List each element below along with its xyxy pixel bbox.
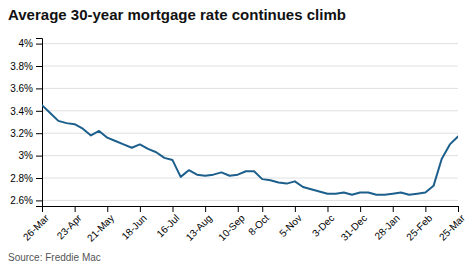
grid-line <box>42 88 458 89</box>
plot: 2.6% 2.8% 3% 3.2% 3.4% 3.6% 3.8% 4% 26-Mar23-Apr… <box>10 38 467 243</box>
grid-line <box>42 133 458 134</box>
x-tick-mark <box>295 206 296 212</box>
y-tick: 3.2% <box>10 128 42 139</box>
y-tick-mark <box>36 133 42 134</box>
x-tick-label: 3-Dec <box>310 212 337 239</box>
y-tick-label: 3.4% <box>10 106 33 117</box>
x-tick: 13-Aug <box>184 206 215 243</box>
y-tick-label: 3% <box>19 150 34 161</box>
y-axis: 2.6% 2.8% 3% 3.2% 3.4% 3.6% 3.8% 4% <box>10 38 42 206</box>
y-tick: 2.8% <box>10 173 42 184</box>
y-tick-mark <box>36 178 42 179</box>
grid <box>42 44 458 201</box>
x-tick-label: 26-Mar <box>21 212 52 243</box>
x-axis-line <box>43 207 459 213</box>
x-tick-label: 21-May <box>85 212 116 243</box>
grid-line <box>42 66 458 67</box>
x-tick-label: 31-Dec <box>339 212 370 243</box>
x-tick-label: 8-Oct <box>246 212 271 237</box>
x-tick-mark <box>173 206 174 212</box>
x-tick: 31-Dec <box>339 206 370 243</box>
y-tick-mark <box>36 66 42 67</box>
x-tick: 5-Nov <box>277 206 304 239</box>
y-tick-label: 3.6% <box>10 83 33 94</box>
x-tick-mark <box>327 206 328 212</box>
y-tick-label: 4% <box>19 38 34 49</box>
x-tick: 8-Oct <box>246 206 271 237</box>
x-tick-label: 28-Jan <box>372 212 401 241</box>
y-tick: 3.8% <box>10 61 42 72</box>
grid-line <box>42 178 458 179</box>
x-tick-mark <box>425 206 426 212</box>
x-tick: 10-Sep <box>216 206 247 243</box>
x-tick-label: 10-Sep <box>216 212 247 243</box>
x-tick-label: 13-Aug <box>184 212 215 243</box>
x-axis: 26-Mar23-Apr21-May18-Jun16-Jul13-Aug10-S… <box>21 206 468 244</box>
y-tick-mark <box>36 111 42 112</box>
x-tick-label: 25-Feb <box>404 212 434 242</box>
x-tick: 23-Apr <box>55 206 84 241</box>
grid-line <box>42 155 458 156</box>
x-tick: 16-Jul <box>154 206 181 239</box>
x-tick-mark <box>393 206 394 212</box>
y-tick-mark <box>36 88 42 89</box>
x-tick: 28-Jan <box>372 206 401 242</box>
x-tick-label: 23-Apr <box>55 212 84 241</box>
x-tick: 21-May <box>85 206 116 244</box>
y-tick-label: 2.6% <box>10 195 33 206</box>
y-tick: 4% <box>19 38 42 49</box>
y-tick: 3% <box>19 150 42 161</box>
x-tick: 26-Mar <box>21 206 52 243</box>
x-tick-mark <box>262 206 263 212</box>
x-tick-label: 16-Jul <box>154 212 181 239</box>
y-tick: 3.6% <box>10 83 42 94</box>
y-tick: 3.4% <box>10 106 42 117</box>
x-tick-mark <box>360 206 361 212</box>
title: Average 30-year mortgage rate continues … <box>8 6 346 23</box>
grid-line <box>42 110 458 111</box>
y-tick-mark <box>36 44 42 45</box>
y-tick-mark <box>36 200 42 201</box>
x-tick: 25-Feb <box>404 206 434 243</box>
x-tick-mark <box>42 206 43 212</box>
y-tick-label: 2.8% <box>10 173 33 184</box>
x-tick: 18-Jun <box>119 206 148 242</box>
y-tick: 2.6% <box>10 195 42 206</box>
x-tick: 3-Dec <box>310 206 337 239</box>
x-tick: 25-Mar <box>437 206 468 243</box>
grid-line <box>42 200 458 201</box>
marks <box>42 105 458 195</box>
x-tick-mark <box>107 206 108 212</box>
grid-line <box>42 43 458 44</box>
source: Source: Freddie Mac <box>8 252 101 263</box>
chart: Average 30-year mortgage rate continues … <box>0 0 474 266</box>
x-tick-label: 18-Jun <box>119 212 148 241</box>
line <box>42 105 458 195</box>
y-axis-line <box>36 39 43 207</box>
x-tick-mark <box>140 206 141 212</box>
x-tick-mark <box>75 206 76 212</box>
x-tick-mark <box>205 206 206 212</box>
x-tick-label: 5-Nov <box>277 212 304 239</box>
y-tick-label: 3.2% <box>10 128 33 139</box>
y-tick-mark <box>36 156 42 157</box>
x-tick-label: 25-Mar <box>437 212 468 243</box>
x-tick-mark <box>238 206 239 212</box>
y-tick-label: 3.8% <box>10 61 33 72</box>
x-tick-mark <box>458 206 459 212</box>
